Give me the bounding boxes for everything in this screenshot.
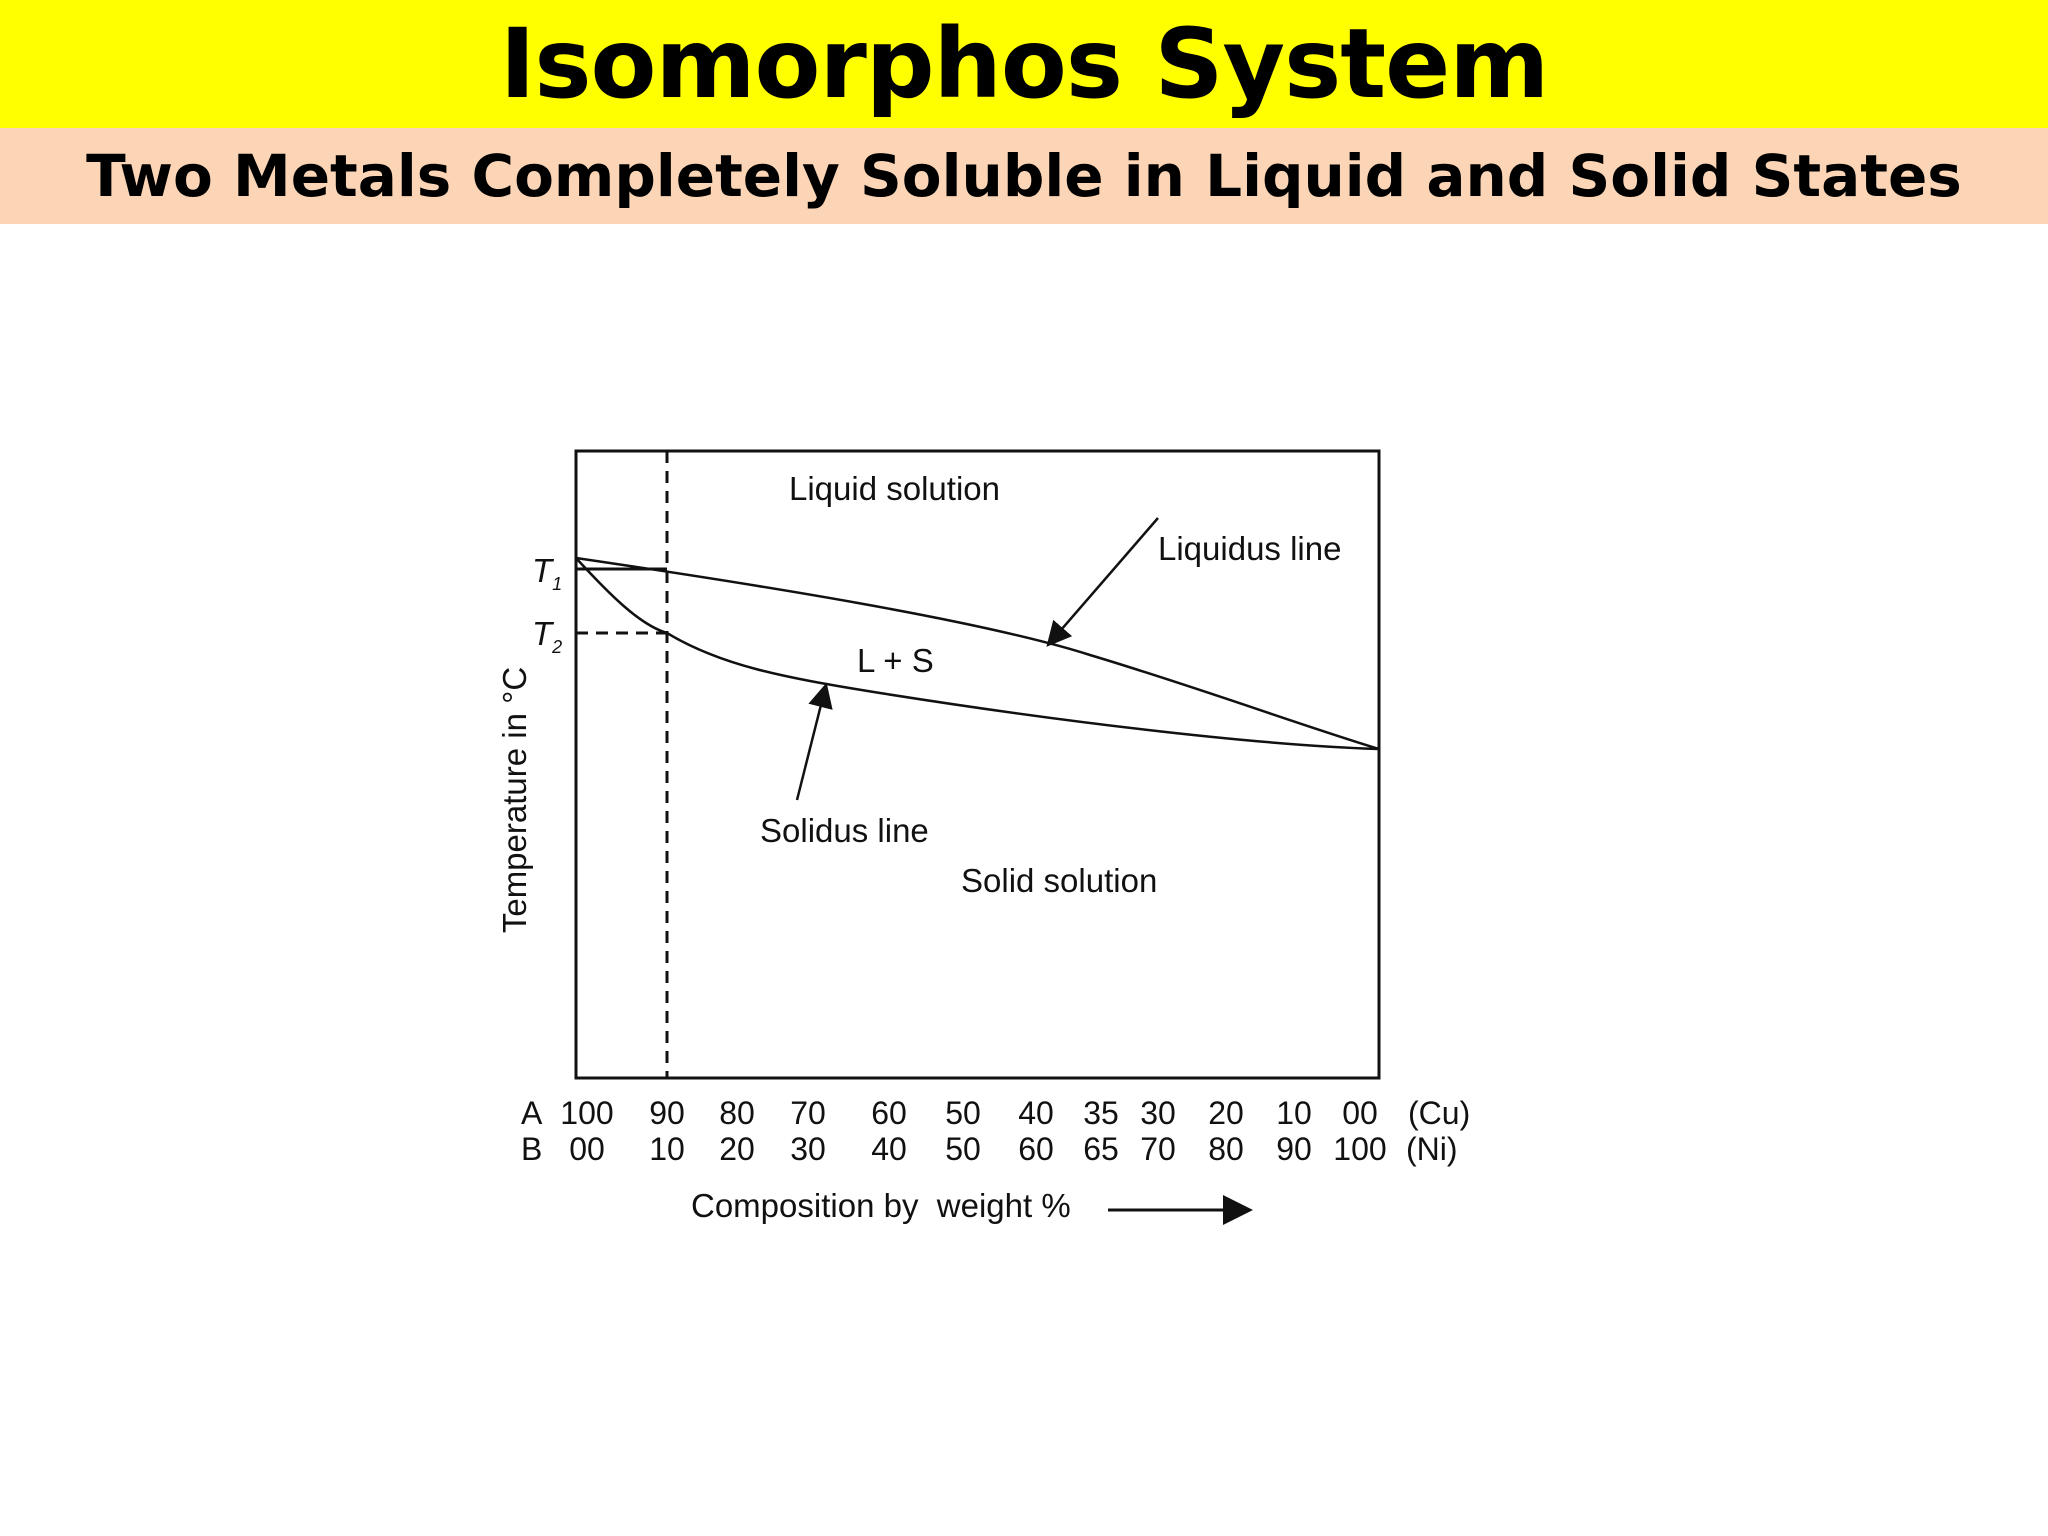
row_b-value: 70 xyxy=(1140,1131,1176,1167)
row-b-label: B xyxy=(521,1131,542,1167)
row_b-value: 30 xyxy=(790,1131,826,1167)
t1-mark: T1 xyxy=(532,552,562,594)
liquidus-arrow xyxy=(1046,517,1159,647)
liquid-solution-label: Liquid solution xyxy=(789,470,1000,507)
row_a-value: 90 xyxy=(649,1095,685,1131)
row_a-value: 70 xyxy=(790,1095,826,1131)
row_a-value: 50 xyxy=(945,1095,981,1131)
liquidus-line-label: Liquidus line xyxy=(1158,530,1341,567)
row_a-value: 20 xyxy=(1208,1095,1244,1131)
row_b-value: 50 xyxy=(945,1131,981,1167)
solidus-curve xyxy=(575,557,1380,751)
slide-subtitle: Two Metals Completely Soluble in Liquid … xyxy=(86,142,1962,210)
row_b-value: 00 xyxy=(569,1131,605,1167)
row_a-value: 00 xyxy=(1342,1095,1378,1131)
y-axis-label: Temperature in °C xyxy=(496,667,533,933)
row-a-values: 100 90 80 70 60 50 40 35 30 20 10 00 xyxy=(560,1095,1377,1131)
row-a-label: A xyxy=(521,1095,543,1131)
title-band: Isomorphos System xyxy=(0,0,2048,128)
plot-frame xyxy=(574,449,1381,1080)
liquidus-curve xyxy=(575,556,1380,751)
row_b-value: 65 xyxy=(1083,1131,1119,1167)
row-a-metal: (Cu) xyxy=(1408,1095,1470,1131)
row_b-value: 40 xyxy=(871,1131,907,1167)
solid-solution-label: Solid solution xyxy=(961,862,1157,899)
row-b-values: 00 10 20 30 40 50 60 65 70 80 90 100 xyxy=(569,1131,1386,1167)
two-phase-label: L + S xyxy=(857,642,934,679)
subtitle-band: Two Metals Completely Soluble in Liquid … xyxy=(0,128,2048,224)
row_a-value: 60 xyxy=(871,1095,907,1131)
solidus-line-label: Solidus line xyxy=(760,812,929,849)
row_b-value: 60 xyxy=(1018,1131,1054,1167)
row_b-value: 10 xyxy=(649,1131,685,1167)
row_b-value: 80 xyxy=(1208,1131,1244,1167)
row-b-metal: (Ni) xyxy=(1406,1131,1458,1167)
row_a-value: 35 xyxy=(1083,1095,1119,1131)
row_a-value: 40 xyxy=(1018,1095,1054,1131)
row_a-value: 100 xyxy=(560,1095,613,1131)
row_a-value: 80 xyxy=(719,1095,755,1131)
row_b-value: 90 xyxy=(1276,1131,1312,1167)
row_b-value: 100 xyxy=(1333,1131,1386,1167)
solidus-arrow xyxy=(795,682,833,801)
x-axis-label: Composition by weight % xyxy=(691,1187,1071,1224)
row_a-value: 10 xyxy=(1276,1095,1312,1131)
slide-title: Isomorphos System xyxy=(499,8,1550,120)
row_a-value: 30 xyxy=(1140,1095,1176,1131)
t2-mark: T2 xyxy=(532,615,562,657)
row_b-value: 20 xyxy=(719,1131,755,1167)
